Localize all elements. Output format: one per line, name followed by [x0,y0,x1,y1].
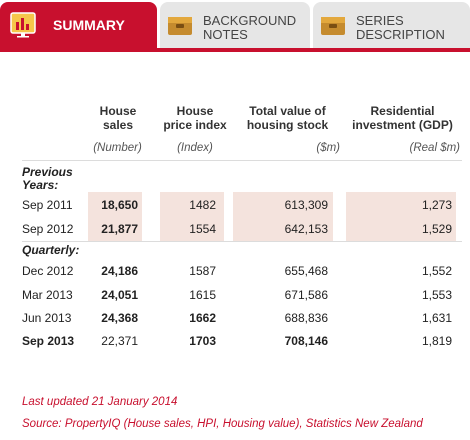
cell-sales: 24,368 [101,311,138,325]
cell-sales: 18,650 [101,198,138,212]
tab-series-description-line1: SERIES [356,13,404,28]
shade-stock [233,192,333,241]
cell-hpi: 1587 [189,264,216,278]
col-header-stock: Total value of housing stock [246,104,329,132]
shade-hpi [160,192,224,241]
cell-stock: 642,153 [284,222,328,236]
unit-invest: (Real $m) [409,142,460,154]
tab-background-notes-line1: BACKGROUND [203,13,297,28]
cell-stock: 655,468 [284,264,328,278]
cell-hpi: 1662 [189,311,216,325]
cell-stock: 708,146 [284,334,328,348]
cell-hpi: 1482 [189,198,216,212]
row-label: Sep 2012 [22,222,74,236]
cell-sales: 24,186 [101,264,138,278]
col-header-hpi: House price index [163,104,227,132]
cell-stock: 688,836 [284,311,328,325]
cell-hpi: 1554 [189,222,216,236]
cell-invest: 1,529 [421,222,452,236]
tab-series-description[interactable]: SERIES DESCRIPTION [313,2,470,48]
row-label: Jun 2013 [22,311,72,325]
last-updated-note: Last updated 21 January 2014 [22,396,178,408]
unit-stock: ($m) [316,142,340,154]
cell-sales: 22,371 [101,334,138,348]
cell-invest: 1,819 [421,334,452,348]
cell-sales: 24,051 [101,288,138,302]
source-note: Source: PropertyIQ (House sales, HPI, Ho… [22,418,423,430]
tab-summary-label: SUMMARY [53,17,125,33]
box-icon [168,17,192,35]
row-label: Dec 2012 [22,264,74,278]
unit-hpi: (Index) [177,142,213,154]
cell-sales: 21,877 [101,222,138,236]
cell-stock: 671,586 [284,288,328,302]
tab-series-description-line2: DESCRIPTION [356,27,445,42]
cell-invest: 1,631 [421,311,452,325]
cell-invest: 1,552 [421,264,452,278]
cell-hpi: 1615 [189,288,216,302]
col-header-sales: House sales [99,104,137,132]
row-label: Sep 2011 [22,198,73,212]
cell-hpi: 1703 [189,334,216,348]
row-label: Sep 2013 [22,334,75,348]
shade-invest [346,192,456,241]
group-divider [22,241,462,242]
tab-summary[interactable]: SUMMARY [0,2,157,48]
row-label: Mar 2013 [22,288,73,302]
tab-background-notes-line2: NOTES [203,27,248,42]
tab-bar: SUMMARY BACKGROUND NOTES SERIES DESCRIPT… [0,0,470,52]
box-icon [321,17,345,35]
tab-background-notes[interactable]: BACKGROUND NOTES [160,2,310,48]
group-label-quarterly: Quarterly: [22,243,80,257]
group-label-previous-years: Previous Years: [22,165,73,192]
cell-stock: 613,309 [284,198,328,212]
cell-invest: 1,273 [421,198,452,212]
cell-invest: 1,553 [421,288,452,302]
col-header-invest: Residential investment (GDP) [352,104,453,132]
unit-sales: (Number) [93,142,142,154]
shade-sales [88,192,142,241]
bar-chart-icon [10,12,36,38]
header-divider [22,160,462,161]
